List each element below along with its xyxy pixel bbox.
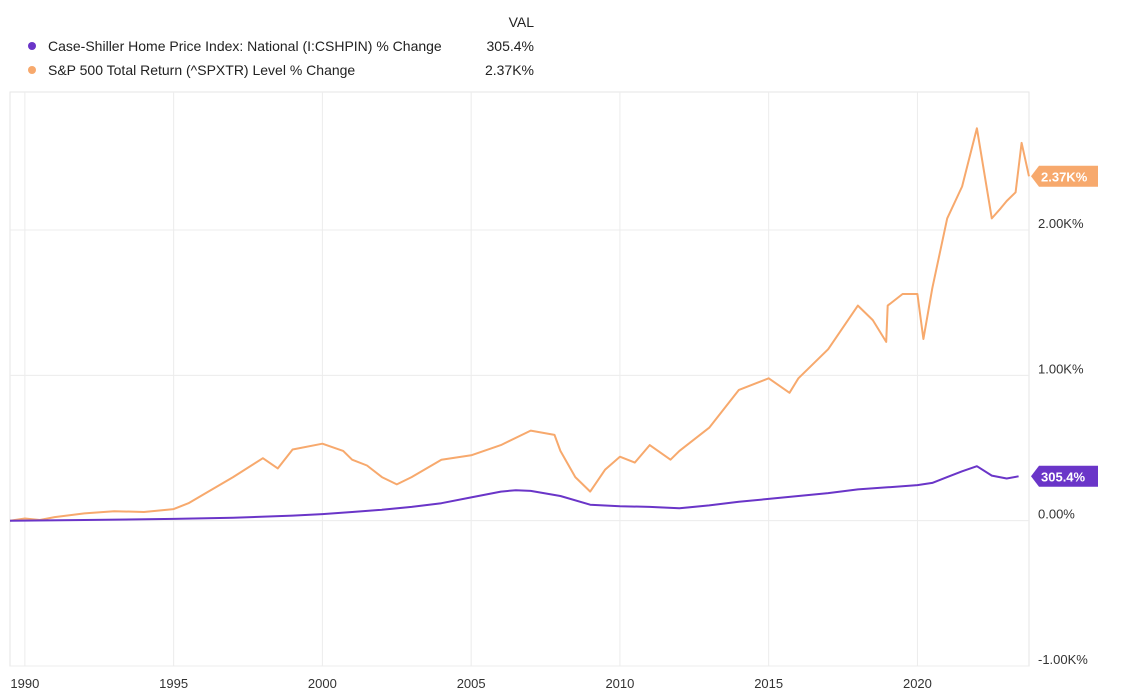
plot-frame	[9, 91, 1030, 667]
x-tick-label: 1990	[10, 676, 39, 691]
y-axis: -1.00K% 0.00% 1.00K% 2.00K%	[1038, 216, 1088, 667]
legend-item-label: S&P 500 Total Return (^SPXTR) Level % Ch…	[48, 62, 356, 78]
end-labels: 305.4% 2.37K%	[1031, 165, 1098, 487]
series-layer	[9, 127, 1030, 522]
end-label: 305.4%	[1041, 469, 1086, 484]
x-tick-label: 2010	[605, 676, 634, 691]
y-tick-label: -1.00K%	[1038, 652, 1088, 667]
y-tick-label: 2.00K%	[1038, 216, 1084, 231]
legend-item-sp500[interactable]: S&P 500 Total Return (^SPXTR) Level % Ch…	[28, 60, 534, 80]
y-tick-label: 1.00K%	[1038, 361, 1084, 376]
legend-item-value: 2.37K%	[484, 62, 534, 78]
legend-item-case-shiller[interactable]: Case-Shiller Home Price Index: National …	[28, 36, 534, 56]
series-line	[9, 127, 1030, 522]
legend-item-label: Case-Shiller Home Price Index: National …	[48, 38, 442, 54]
end-label: 2.37K%	[1041, 169, 1088, 184]
legend-value-header: VAL	[508, 14, 534, 30]
x-tick-label: 1995	[159, 676, 188, 691]
series-line	[9, 465, 1019, 522]
x-tick-label: 2015	[754, 676, 783, 691]
grid-lines	[10, 92, 1029, 667]
x-tick-label: 2020	[903, 676, 932, 691]
x-axis: 1990 1995 2000 2005 2010 2015 2020	[10, 676, 931, 691]
x-tick-label: 2000	[308, 676, 337, 691]
legend-marker-sp500	[28, 66, 36, 74]
legend-marker-case-shiller	[28, 42, 36, 50]
end-label-tag	[1031, 465, 1098, 487]
y-tick-label: 0.00%	[1038, 507, 1075, 522]
legend-item-value: 305.4%	[486, 38, 534, 54]
end-label-tag	[1031, 165, 1098, 187]
x-tick-label: 2005	[457, 676, 486, 691]
